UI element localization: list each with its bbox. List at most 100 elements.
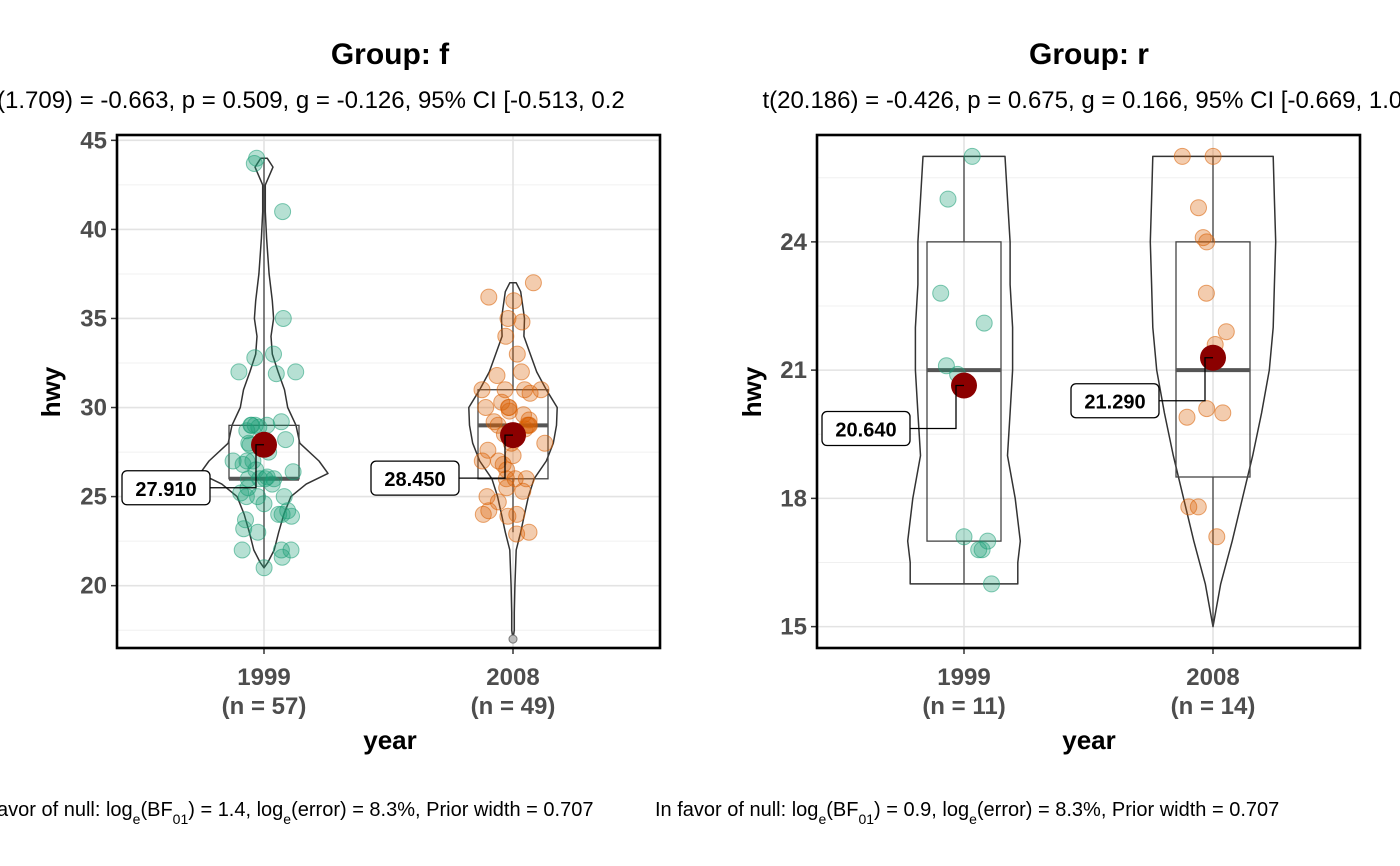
data-point bbox=[508, 525, 526, 543]
caption-bf: (BF bbox=[140, 799, 172, 821]
data-point bbox=[233, 541, 251, 559]
data-point bbox=[983, 575, 1000, 593]
y-tick-label: 21 bbox=[780, 357, 807, 384]
data-point bbox=[265, 345, 282, 363]
y-tick-label: 30 bbox=[80, 395, 107, 422]
data-point bbox=[1208, 528, 1226, 546]
mean-label-leader bbox=[1159, 357, 1213, 402]
bayes-caption: In favor of null: loge(BF01) = 0.9, loge… bbox=[655, 799, 1279, 827]
x-axis-label: year bbox=[1062, 725, 1116, 755]
data-point bbox=[273, 548, 291, 566]
data-point bbox=[480, 288, 498, 306]
data-point bbox=[287, 363, 305, 381]
panel-title: Group: r bbox=[1029, 38, 1149, 71]
box bbox=[1175, 241, 1251, 478]
caption-bf: (BF bbox=[826, 799, 858, 821]
plot-area: 15 18 21 24 20.640 1999(n = 11) 21.290 2008(n =… bbox=[780, 133, 1362, 720]
data-point bbox=[488, 367, 506, 384]
data-point bbox=[230, 363, 248, 381]
data-point bbox=[496, 381, 514, 399]
data-point bbox=[937, 357, 955, 375]
panel-r: Group: r t(20.186) = -0.426, p = 0.675, … bbox=[655, 38, 1400, 827]
x-tick-n-label: (n = 49) bbox=[471, 693, 556, 720]
caption-sub: 01 bbox=[858, 811, 874, 827]
caption-rest: (error) = 8.3%, Prior width = 0.707 bbox=[977, 799, 1279, 821]
mean-label: 28.450 bbox=[384, 469, 445, 491]
x-tick-n-label: (n = 14) bbox=[1171, 693, 1256, 720]
mean-label: 20.640 bbox=[835, 420, 896, 442]
caption-val: ) = 1.4, log bbox=[188, 799, 283, 821]
violin bbox=[906, 155, 1022, 585]
data-point bbox=[1217, 323, 1235, 341]
data-point bbox=[246, 349, 264, 367]
x-tick-label: 1999 bbox=[937, 664, 990, 691]
data-point bbox=[970, 541, 988, 559]
data-point bbox=[520, 523, 538, 541]
data-point bbox=[272, 541, 290, 559]
mean-label-box bbox=[821, 410, 911, 447]
mean-label: 21.290 bbox=[1084, 392, 1145, 414]
mean-label-box bbox=[1070, 383, 1160, 419]
data-point bbox=[499, 507, 517, 525]
data-point bbox=[283, 507, 300, 525]
bayes-caption: avor of null: loge(BF01) = 1.4, loge(err… bbox=[0, 799, 593, 827]
y-axis-label: hwy bbox=[36, 366, 66, 417]
caption-sub: e bbox=[818, 811, 826, 827]
data-point bbox=[500, 402, 518, 420]
data-point bbox=[270, 505, 288, 523]
data-point bbox=[277, 431, 295, 449]
data-point bbox=[1178, 408, 1196, 426]
data-point bbox=[1180, 498, 1198, 516]
data-point bbox=[235, 520, 253, 538]
data-point bbox=[489, 493, 507, 511]
data-point bbox=[267, 365, 285, 383]
panel-subtitle: (1.709) = -0.663, p = 0.509, g = -0.126,… bbox=[0, 87, 625, 114]
data-point bbox=[478, 488, 496, 506]
data-point bbox=[473, 381, 491, 399]
data-point bbox=[282, 541, 300, 559]
data-point bbox=[1204, 147, 1222, 165]
x-tick-label: 1999 bbox=[237, 664, 290, 691]
data-point bbox=[474, 505, 492, 523]
y-tick-label: 15 bbox=[780, 614, 807, 641]
caption-rest: (error) = 8.3%, Prior width = 0.707 bbox=[291, 799, 593, 821]
data-point bbox=[524, 274, 542, 292]
violin bbox=[1149, 155, 1277, 628]
y-axis-label: hwy bbox=[737, 366, 767, 417]
data-point bbox=[1190, 199, 1207, 217]
x-tick-n-label: (n = 11) bbox=[922, 693, 1005, 720]
data-point bbox=[532, 381, 550, 399]
caption-val: ) = 0.9, log bbox=[874, 799, 969, 821]
data-point bbox=[249, 523, 267, 541]
data-point bbox=[272, 413, 290, 431]
data-point bbox=[256, 470, 274, 488]
plot-frame bbox=[115, 133, 662, 650]
mean-label-leader bbox=[459, 434, 513, 479]
y-tick-label: 40 bbox=[80, 216, 107, 243]
mean-label-leader bbox=[910, 384, 964, 430]
data-point bbox=[284, 463, 302, 481]
data-point bbox=[1173, 147, 1191, 165]
data-point bbox=[245, 155, 263, 172]
caption-sub: e bbox=[969, 811, 977, 827]
data-point bbox=[498, 479, 516, 497]
data-point bbox=[536, 434, 554, 452]
caption-sub: e bbox=[283, 811, 291, 827]
data-point bbox=[274, 310, 292, 327]
data-point bbox=[499, 310, 517, 327]
data-point bbox=[497, 327, 515, 345]
data-point bbox=[979, 532, 997, 550]
data-point bbox=[274, 203, 292, 221]
data-point bbox=[512, 363, 530, 381]
data-point bbox=[513, 313, 531, 331]
y-tick-label: 25 bbox=[80, 484, 107, 511]
data-point bbox=[249, 488, 267, 506]
y-tick-label: 20 bbox=[80, 573, 107, 600]
data-point bbox=[255, 495, 273, 513]
x-tick-label: 2008 bbox=[1186, 664, 1239, 691]
x-tick-n-label: (n = 57) bbox=[222, 693, 307, 720]
data-point bbox=[479, 441, 497, 459]
data-point bbox=[963, 147, 981, 165]
data-point bbox=[1189, 498, 1207, 516]
